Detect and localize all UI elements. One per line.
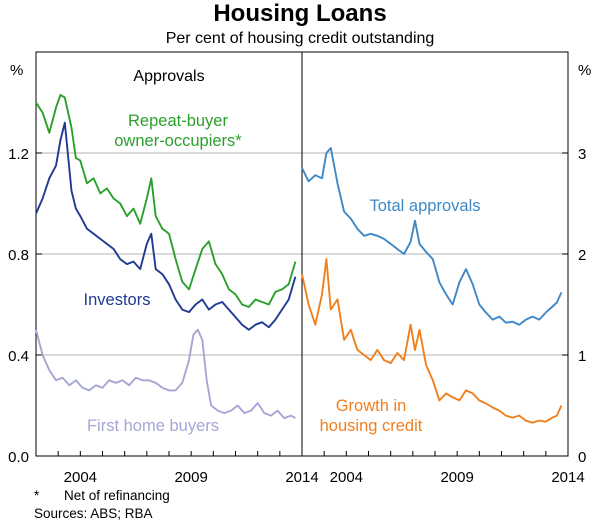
right-y-unit: % xyxy=(578,62,591,79)
line-total-approvals xyxy=(301,147,563,326)
label-housing-credit-growth: housing credit xyxy=(320,417,423,435)
right-x-tick-label: 2009 xyxy=(440,469,473,486)
right-y-tick-label: 1 xyxy=(578,348,586,365)
right-y-tick-label: 3 xyxy=(578,146,586,163)
label-repeat-buyer: Repeat-buyer xyxy=(128,112,228,130)
chart-subtitle: Per cent of housing credit outstanding xyxy=(165,30,435,47)
line-repeat-buyer xyxy=(35,93,297,308)
line-housing-credit-growth xyxy=(301,258,563,424)
left-x-tick-label: 2004 xyxy=(64,469,97,486)
footnote-star-symbol: * xyxy=(34,488,40,503)
left-x-tick-label: 2009 xyxy=(174,469,207,486)
panel-title-approvals: Approvals xyxy=(133,68,204,85)
line-investors xyxy=(35,121,297,331)
label-total-approvals: Total approvals xyxy=(370,197,481,215)
footnote-star: * Net of refinancing xyxy=(34,488,170,503)
left-y-tick-label: 0.0 xyxy=(8,449,29,466)
line-first-home-buyers xyxy=(35,328,296,420)
left-x-tick-label: 2014 xyxy=(285,469,318,486)
label-housing-credit-growth: Growth in xyxy=(336,397,407,415)
right-x-tick-label: 2014 xyxy=(551,469,584,486)
chart-title: Housing Loans xyxy=(213,0,387,27)
label-repeat-buyer: owner-occupiers* xyxy=(114,132,242,150)
left-y-tick-label: 1.2 xyxy=(8,146,29,163)
footnote-sources: Sources: ABS; RBA xyxy=(34,506,153,521)
right-x-tick-label: 2004 xyxy=(330,469,363,486)
footnote-star-text: Net of refinancing xyxy=(64,488,170,503)
left-y-tick-label: 0.8 xyxy=(8,247,29,264)
label-first-home-buyers: First home buyers xyxy=(87,417,219,435)
right-y-tick-label: 2 xyxy=(578,247,586,264)
right-y-tick-label: 0 xyxy=(578,449,586,466)
label-investors: Investors xyxy=(84,291,151,309)
left-y-unit: % xyxy=(10,62,23,79)
left-y-tick-label: 0.4 xyxy=(8,348,29,365)
